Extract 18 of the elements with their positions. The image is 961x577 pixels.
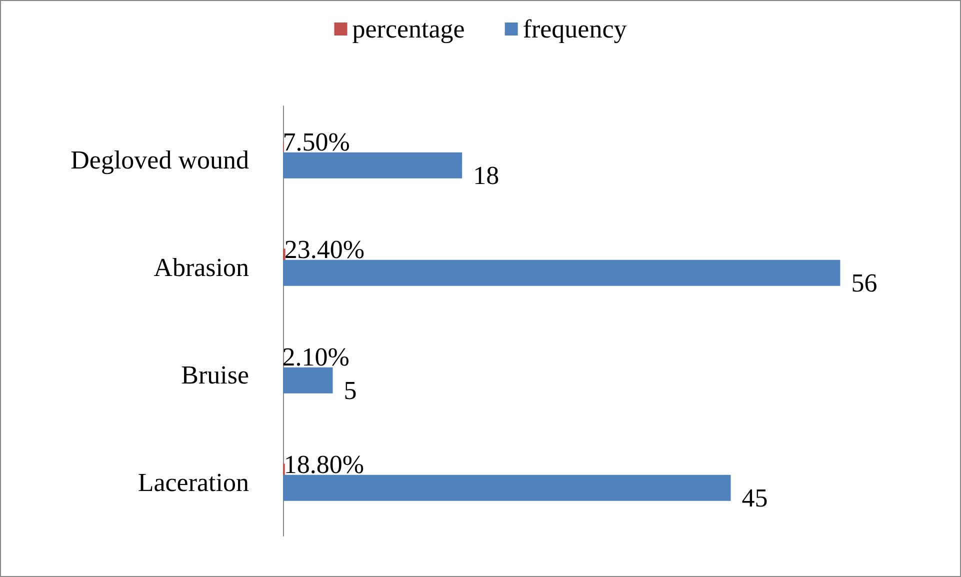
y-tick-label: Bruise [181,360,249,390]
y-tick-label: Degloved wound [70,145,249,174]
data-label: 45 [742,483,768,512]
bar [283,152,462,178]
y-tick-label: Abrasion [154,252,249,282]
y-tick-label: Laceration [138,468,249,497]
data-label: 18.80% [284,450,364,480]
data-label: 2.10% [282,342,350,372]
bar [283,260,840,286]
data-label: 18 [473,160,500,190]
data-label: 56 [851,268,878,298]
bar [283,367,333,394]
data-label: 5 [344,376,357,405]
bar [283,474,731,501]
legend-label: percentage [352,14,465,44]
data-label: 7.50% [282,128,350,157]
legend-label: frequency [522,14,627,44]
data-label: 23.40% [284,235,364,264]
